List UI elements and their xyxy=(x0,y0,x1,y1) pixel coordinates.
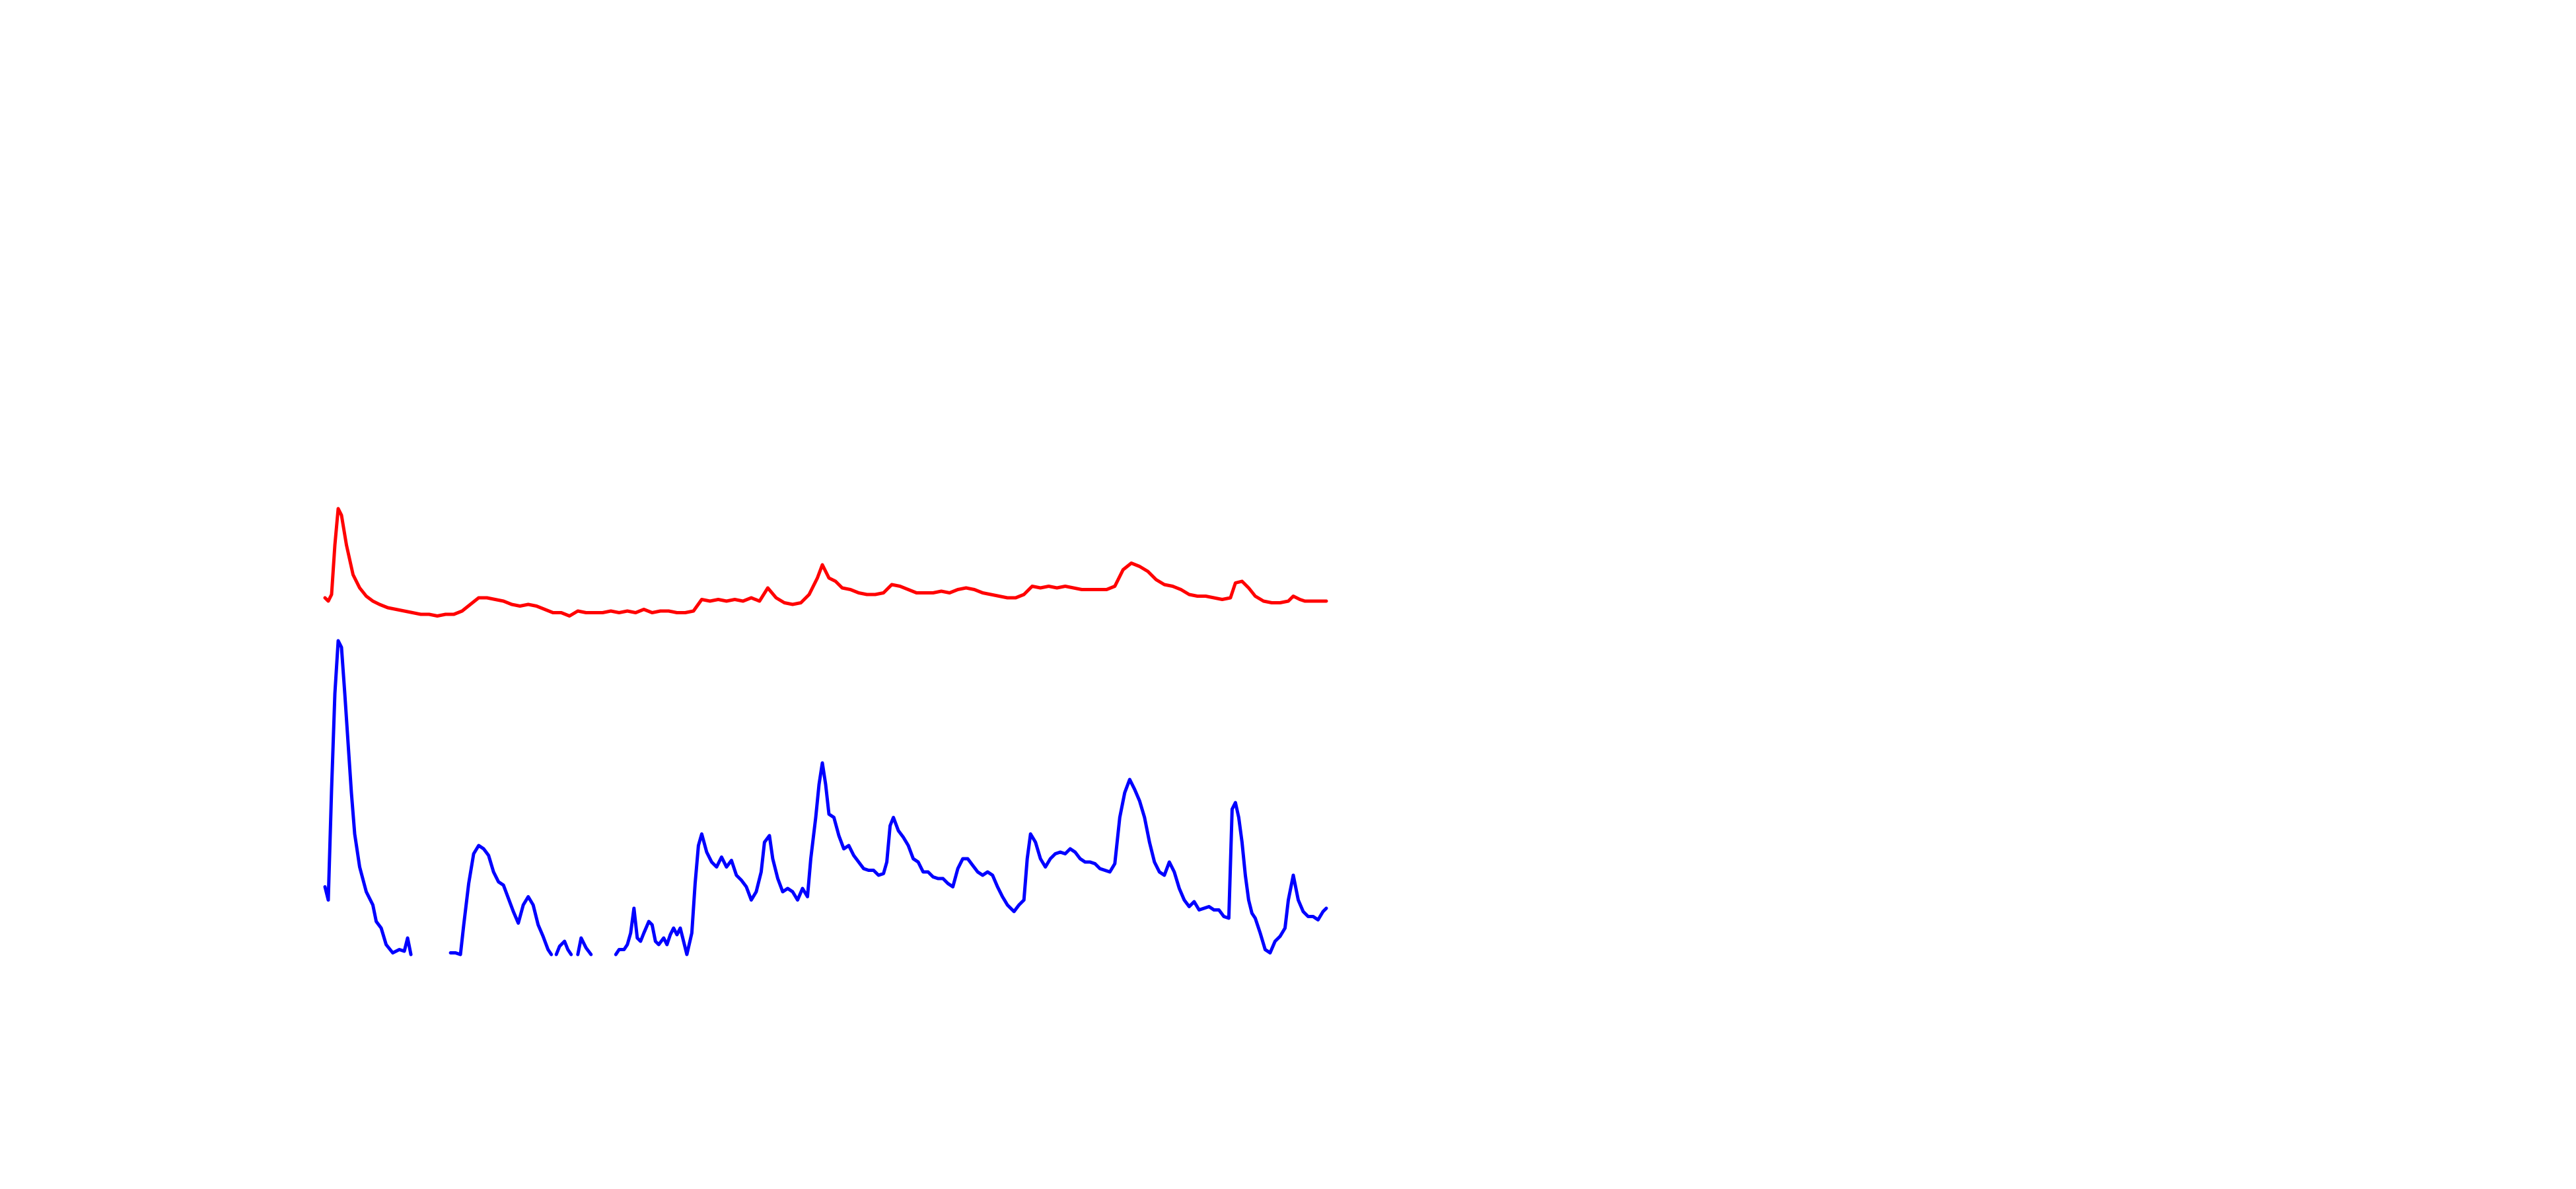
data-line xyxy=(323,639,1328,956)
data-line xyxy=(323,507,1328,618)
